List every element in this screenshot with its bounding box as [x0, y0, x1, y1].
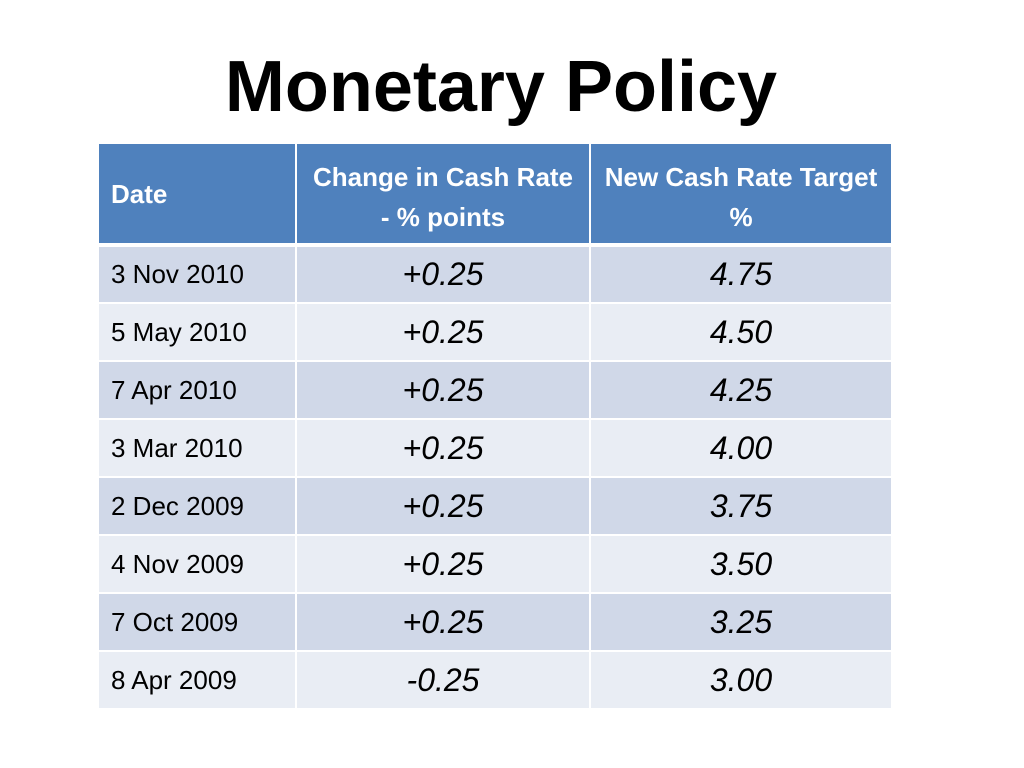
- table-row: 8 Apr 2009 -0.25 3.00: [97, 650, 893, 710]
- cell-change: +0.25: [295, 244, 591, 304]
- table-row: 3 Nov 2010 +0.25 4.75: [97, 244, 893, 304]
- cell-date: 4 Nov 2009: [97, 534, 297, 594]
- cell-target: 3.50: [589, 534, 893, 594]
- header-target: New Cash Rate Target %: [589, 142, 893, 247]
- cell-target: 4.50: [589, 302, 893, 362]
- cell-change: +0.25: [295, 592, 591, 652]
- table-row: 2 Dec 2009 +0.25 3.75: [97, 476, 893, 536]
- table-row: 4 Nov 2009 +0.25 3.50: [97, 534, 893, 594]
- cell-change: +0.25: [295, 360, 591, 420]
- header-change: Change in Cash Rate - % points: [295, 142, 591, 247]
- cell-target: 3.00: [589, 650, 893, 710]
- cash-rate-table: Date Change in Cash Rate - % points New …: [97, 142, 893, 710]
- table-row: 3 Mar 2010 +0.25 4.00: [97, 418, 893, 478]
- cell-date: 3 Mar 2010: [97, 418, 297, 478]
- table-row: 7 Oct 2009 +0.25 3.25: [97, 592, 893, 652]
- table-header: Date Change in Cash Rate - % points New …: [97, 142, 893, 247]
- table-row: 5 May 2010 +0.25 4.50: [97, 302, 893, 362]
- header-date: Date: [97, 142, 297, 247]
- cell-change: +0.25: [295, 302, 591, 362]
- table-row: 7 Apr 2010 +0.25 4.25: [97, 360, 893, 420]
- cell-change: +0.25: [295, 476, 591, 536]
- slide-title: Monetary Policy: [224, 47, 778, 127]
- cell-target: 3.25: [589, 592, 893, 652]
- cell-change: +0.25: [295, 534, 591, 594]
- table-body: 3 Nov 2010 +0.25 4.75 5 May 2010 +0.25 4…: [97, 244, 893, 710]
- cell-date: 2 Dec 2009: [97, 476, 297, 536]
- cell-date: 3 Nov 2010: [97, 244, 297, 304]
- header-row: Date Change in Cash Rate - % points New …: [97, 142, 893, 247]
- cell-date: 5 May 2010: [97, 302, 297, 362]
- cell-change: +0.25: [295, 418, 591, 478]
- cell-target: 3.75: [589, 476, 893, 536]
- cell-target: 4.25: [589, 360, 893, 420]
- cell-date: 7 Apr 2010: [97, 360, 297, 420]
- cell-change: -0.25: [295, 650, 591, 710]
- cell-target: 4.00: [589, 418, 893, 478]
- cell-date: 7 Oct 2009: [97, 592, 297, 652]
- cell-target: 4.75: [589, 244, 893, 304]
- cell-date: 8 Apr 2009: [97, 650, 297, 710]
